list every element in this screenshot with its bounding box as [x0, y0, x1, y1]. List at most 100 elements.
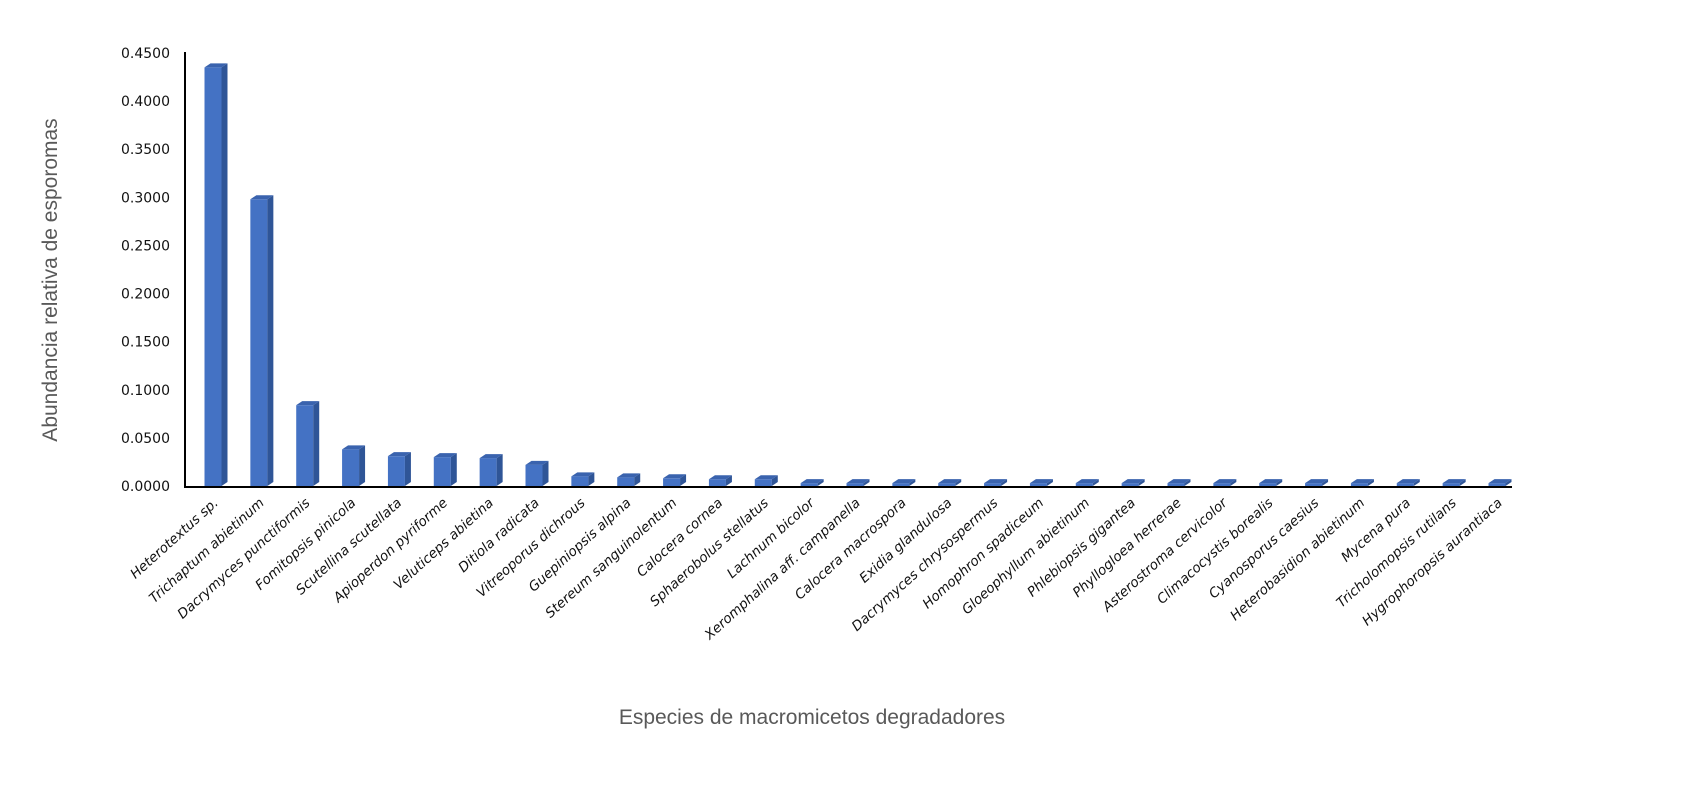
- bar-top: [1121, 479, 1145, 484]
- bar-side: [1092, 479, 1099, 486]
- bar-side: [680, 474, 687, 486]
- bars: [204, 63, 1512, 486]
- bar: [1442, 479, 1466, 486]
- bar-side: [817, 479, 824, 486]
- bar-top: [433, 453, 457, 458]
- bar: [617, 473, 641, 486]
- bar-side: [1046, 479, 1053, 486]
- bar-front: [204, 67, 222, 486]
- bar-top: [296, 401, 320, 406]
- bar: [1029, 479, 1053, 486]
- bar-front: [1259, 483, 1277, 486]
- bar-top: [892, 479, 916, 484]
- bar-front: [754, 479, 772, 486]
- bar-side: [267, 195, 274, 486]
- bar-side: [1413, 479, 1420, 486]
- bar-front: [984, 483, 1002, 486]
- bar: [708, 475, 732, 486]
- bar-top: [1029, 479, 1053, 484]
- bar: [1305, 479, 1329, 486]
- bar-front: [1029, 483, 1047, 486]
- bar: [296, 401, 320, 486]
- bar-side: [221, 63, 228, 486]
- bar: [342, 445, 366, 486]
- bar: [1167, 479, 1191, 486]
- y-tick-label: 0.1500: [121, 335, 170, 351]
- y-tick-label: 0.1000: [121, 383, 170, 399]
- bar-side: [1322, 479, 1329, 486]
- bar-top: [1350, 479, 1374, 484]
- bar-front: [1396, 483, 1414, 486]
- bar-side: [496, 454, 503, 486]
- bar-side: [542, 460, 549, 486]
- bar: [1259, 479, 1283, 486]
- x-axis-title: Especies de macromicetos degradadores: [619, 706, 1005, 729]
- bar-front: [387, 456, 405, 486]
- bar: [571, 472, 595, 486]
- bar-top: [846, 479, 870, 484]
- bar: [387, 452, 411, 486]
- bar: [1213, 479, 1237, 486]
- bar: [1488, 479, 1512, 486]
- bar-front: [1121, 483, 1139, 486]
- bar-side: [863, 479, 870, 486]
- bar-front: [571, 476, 589, 486]
- bar-top: [984, 479, 1008, 484]
- x-axis-labels: Heterotextus sp.Trichaptum abietinumDacr…: [127, 494, 1505, 644]
- bar-top: [1396, 479, 1420, 484]
- bar: [1075, 479, 1099, 486]
- bar-side: [909, 479, 916, 486]
- bar-side: [1230, 479, 1237, 486]
- bar: [754, 475, 778, 486]
- y-tick-label: 0.2000: [121, 287, 170, 303]
- bar: [892, 479, 916, 486]
- bar: [800, 479, 824, 486]
- bar: [1350, 479, 1374, 486]
- bar-side: [450, 453, 457, 486]
- bar-side: [1001, 479, 1008, 486]
- bar-front: [708, 479, 726, 486]
- bar-side: [771, 475, 778, 486]
- bar-top: [204, 63, 228, 68]
- bar-side: [955, 479, 962, 486]
- bar-side: [313, 401, 320, 486]
- bar: [525, 460, 549, 486]
- bar-front: [296, 405, 314, 486]
- bar-top: [617, 473, 641, 478]
- y-axis-title: Abundancia relativa de esporomas: [39, 118, 62, 441]
- bar-side: [1367, 479, 1374, 486]
- bar-top: [663, 474, 687, 479]
- bar-front: [1075, 483, 1093, 486]
- bar-side: [1138, 479, 1145, 486]
- bar-top: [1167, 479, 1191, 484]
- bar-front: [1350, 483, 1368, 486]
- y-tick-label: 0.4000: [121, 94, 170, 110]
- y-tick-label: 0.2500: [121, 238, 170, 254]
- bar-side: [725, 475, 732, 486]
- bar-front: [1442, 483, 1460, 486]
- bar: [204, 63, 228, 486]
- bar: [433, 453, 457, 486]
- bar-front: [342, 449, 360, 486]
- bar-front: [663, 478, 681, 486]
- bar-top: [342, 445, 366, 450]
- bar-top: [1442, 479, 1466, 484]
- bar: [846, 479, 870, 486]
- bar-front: [800, 483, 818, 486]
- y-tick-label: 0.3500: [121, 142, 170, 158]
- bar-side: [588, 472, 595, 486]
- bar-front: [1488, 483, 1506, 486]
- y-tick-label: 0.0000: [121, 479, 170, 495]
- bar-top: [250, 195, 274, 200]
- bar-front: [617, 477, 635, 486]
- bar-front: [479, 458, 497, 486]
- y-tick-label: 0.3000: [121, 190, 170, 206]
- bar-top: [1259, 479, 1283, 484]
- bar: [250, 195, 274, 486]
- bar-side: [634, 473, 641, 486]
- bar-front: [433, 457, 451, 486]
- bar-side: [1505, 479, 1512, 486]
- bar-front: [846, 483, 864, 486]
- bar-top: [1213, 479, 1237, 484]
